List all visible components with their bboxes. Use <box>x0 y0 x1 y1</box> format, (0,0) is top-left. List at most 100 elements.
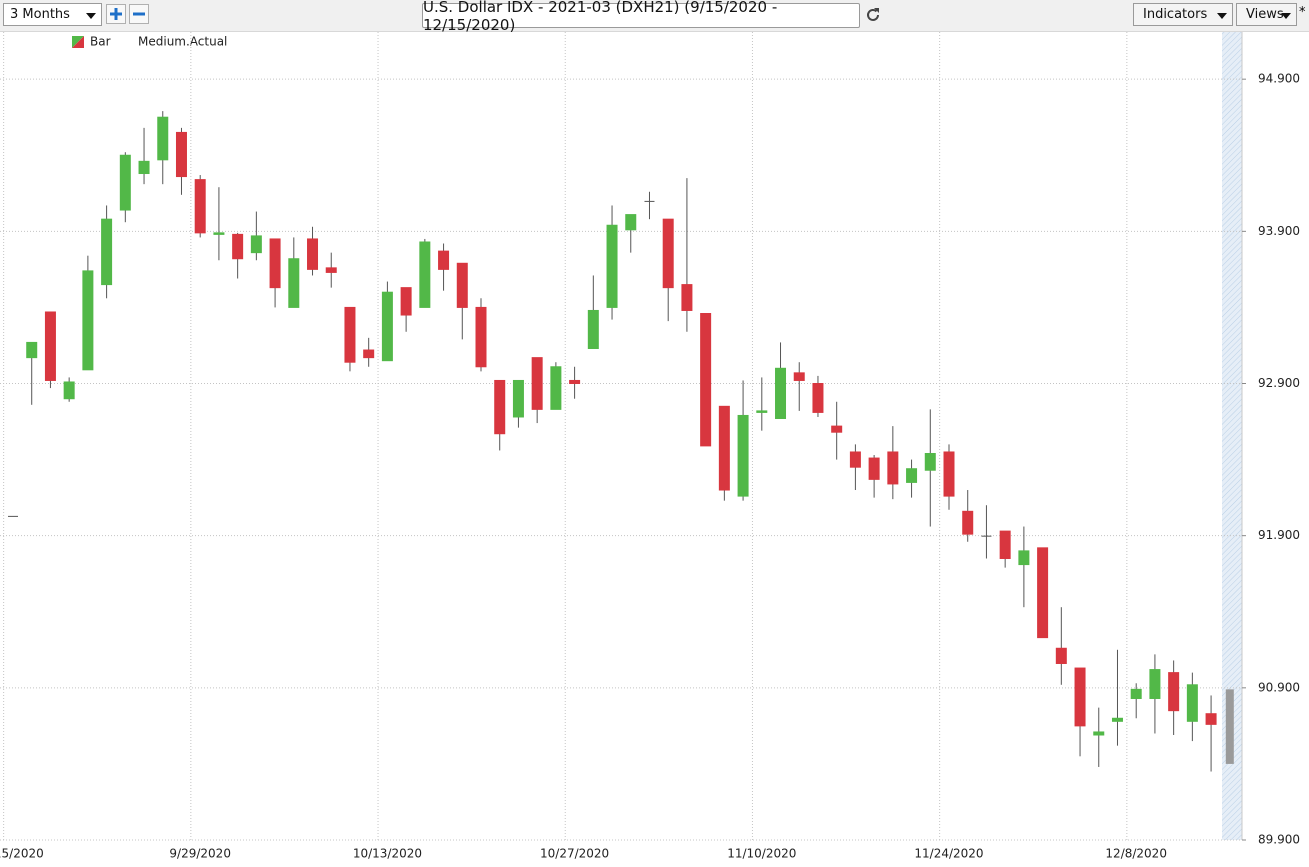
candle-body <box>119 154 131 211</box>
y-tick-label: 92.900 <box>1258 376 1300 390</box>
x-tick-label: 11/24/2020 <box>914 847 983 861</box>
modified-marker: * <box>1299 5 1306 20</box>
candle-body <box>1205 713 1217 725</box>
candle-body <box>194 179 206 234</box>
period-label: 3 Months <box>10 7 70 22</box>
candle-body <box>887 451 899 485</box>
candle-body <box>1186 684 1198 722</box>
legend-label: Medium.Actual <box>138 35 227 49</box>
candle-body <box>756 410 768 413</box>
candle-body <box>569 379 581 385</box>
candle-body <box>63 381 75 400</box>
zoom-out-button[interactable] <box>129 4 149 24</box>
candle-body <box>363 349 375 359</box>
plus-icon <box>110 8 122 20</box>
views-select[interactable]: Views <box>1236 3 1297 26</box>
candle-body <box>1018 550 1030 566</box>
candle-body <box>831 425 843 433</box>
y-tick-label: 94.900 <box>1258 72 1300 86</box>
candle-body <box>44 311 56 381</box>
candle-body <box>1111 717 1123 722</box>
candle-body <box>737 414 749 497</box>
candle-body <box>550 366 562 410</box>
candle-body <box>906 468 918 483</box>
candle-body <box>1168 672 1180 712</box>
candle-body <box>512 379 524 418</box>
refresh-button[interactable] <box>864 6 882 24</box>
minus-icon <box>133 12 145 16</box>
candle-body <box>325 267 337 273</box>
current-bar <box>1225 689 1234 764</box>
dropdown-arrow <box>1217 13 1227 19</box>
candle-body <box>157 116 169 161</box>
candle-body <box>26 341 38 359</box>
candle-body <box>213 232 225 235</box>
candle-body <box>1074 667 1086 727</box>
candle-body <box>456 262 468 308</box>
candle-body <box>438 250 450 270</box>
x-tick-label: 12/8/2020 <box>1105 847 1167 861</box>
candle-body <box>175 131 187 178</box>
candle-body <box>812 383 824 413</box>
y-tick-label: 93.900 <box>1258 224 1300 238</box>
period-select[interactable]: 3 Months <box>3 3 102 26</box>
current-region-hatch <box>1222 32 1242 840</box>
legend-icon-down <box>72 36 84 48</box>
candle-body <box>531 357 543 410</box>
candle-body <box>587 309 599 350</box>
candle-body <box>1037 547 1049 639</box>
toolbar: 3 Months U.S. Dollar IDX - 2021-03 (DXH2… <box>0 0 1309 34</box>
candle-body <box>307 238 319 270</box>
x-tick-label: 10/13/2020 <box>353 847 422 861</box>
candle-body <box>344 306 356 363</box>
candle-body <box>101 218 113 286</box>
candle-body <box>868 457 880 480</box>
candle-body <box>681 284 693 311</box>
x-tick-label: 10/27/2020 <box>540 847 609 861</box>
candle-body <box>288 258 300 308</box>
candle-body <box>924 452 936 471</box>
indicators-label: Indicators <box>1143 7 1208 22</box>
candle-body <box>793 372 805 381</box>
candle-body <box>1093 731 1105 736</box>
candle-body <box>775 367 787 420</box>
views-label: Views <box>1246 7 1284 22</box>
candle-body <box>400 287 412 316</box>
x-tick-label: 9/29/2020 <box>169 847 231 861</box>
candle-body <box>943 451 955 497</box>
candle-body <box>82 270 94 371</box>
x-tick-label: 9/15/2020 <box>0 847 44 861</box>
dropdown-arrow <box>1281 13 1291 19</box>
candle-body <box>962 510 974 535</box>
candle-body <box>269 238 281 289</box>
candle-body <box>1055 647 1067 664</box>
legend-label: Bar <box>90 35 111 49</box>
candle-body <box>999 530 1011 559</box>
indicators-select[interactable]: Indicators <box>1133 3 1233 26</box>
candle-body <box>700 313 712 447</box>
candle-body <box>8 515 18 517</box>
candle-body <box>475 306 487 368</box>
candle-body <box>232 233 244 260</box>
chart-title-box[interactable]: U.S. Dollar IDX - 2021-03 (DXH21) (9/15/… <box>422 0 860 34</box>
candle-body <box>849 451 861 468</box>
chart-title: U.S. Dollar IDX - 2021-03 (DXH21) (9/15/… <box>423 0 778 34</box>
zoom-in-button[interactable] <box>106 4 126 24</box>
candle-body <box>981 535 992 537</box>
candle-body <box>718 405 730 491</box>
y-tick-label: 89.900 <box>1258 833 1300 847</box>
dropdown-arrow <box>86 13 96 19</box>
y-tick-label: 90.900 <box>1258 680 1300 694</box>
candle-body <box>1149 669 1161 699</box>
candle-body <box>606 224 618 308</box>
candle-body <box>419 241 431 308</box>
candle-body <box>644 200 655 202</box>
candle-body <box>662 218 674 289</box>
candle-body <box>138 160 150 175</box>
candle-body <box>625 214 637 231</box>
candle-body <box>1130 688 1142 699</box>
candle-body <box>494 379 506 435</box>
y-tick-label: 91.900 <box>1258 528 1300 542</box>
